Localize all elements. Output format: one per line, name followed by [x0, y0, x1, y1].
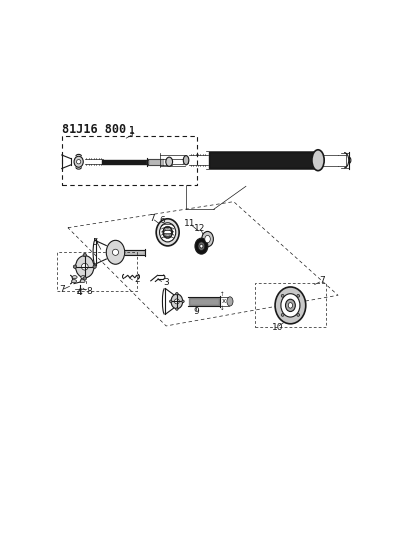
Ellipse shape — [281, 294, 284, 297]
Text: 1: 1 — [129, 126, 135, 135]
Ellipse shape — [112, 249, 118, 255]
Ellipse shape — [80, 280, 85, 282]
Text: 4: 4 — [76, 288, 82, 297]
Ellipse shape — [81, 276, 86, 279]
Ellipse shape — [72, 276, 77, 279]
Ellipse shape — [82, 263, 88, 270]
Ellipse shape — [200, 244, 203, 248]
Text: 4: 4 — [76, 288, 82, 297]
Ellipse shape — [286, 299, 295, 311]
Ellipse shape — [205, 236, 210, 243]
Text: 12: 12 — [194, 224, 206, 233]
Ellipse shape — [288, 303, 293, 308]
Ellipse shape — [83, 253, 86, 257]
Ellipse shape — [176, 308, 178, 310]
Text: 11: 11 — [184, 219, 196, 228]
Ellipse shape — [169, 300, 172, 303]
Text: 8: 8 — [86, 287, 92, 296]
Ellipse shape — [106, 240, 125, 264]
Ellipse shape — [297, 294, 300, 297]
Ellipse shape — [76, 256, 94, 278]
Ellipse shape — [93, 265, 96, 269]
Ellipse shape — [74, 156, 83, 167]
Text: 7: 7 — [149, 214, 155, 223]
Ellipse shape — [73, 265, 77, 269]
Ellipse shape — [202, 231, 213, 247]
Text: 7: 7 — [59, 285, 65, 294]
Text: x: x — [222, 298, 226, 304]
Ellipse shape — [174, 299, 179, 304]
Ellipse shape — [183, 156, 189, 165]
Ellipse shape — [160, 223, 176, 242]
Ellipse shape — [163, 227, 172, 238]
Ellipse shape — [166, 157, 173, 166]
Ellipse shape — [195, 238, 208, 254]
Ellipse shape — [275, 287, 306, 324]
Text: ↑: ↑ — [220, 292, 224, 297]
Text: 81J16 800: 81J16 800 — [62, 123, 126, 136]
Ellipse shape — [76, 159, 81, 164]
Ellipse shape — [156, 219, 179, 246]
Ellipse shape — [281, 313, 284, 316]
Text: 7: 7 — [319, 276, 325, 285]
Ellipse shape — [227, 297, 233, 306]
Ellipse shape — [176, 293, 178, 295]
Text: 1: 1 — [129, 126, 135, 136]
Ellipse shape — [83, 277, 86, 280]
Text: ↓: ↓ — [220, 305, 224, 311]
Text: 5: 5 — [92, 238, 98, 247]
Text: 3: 3 — [163, 278, 169, 287]
Text: 9: 9 — [193, 306, 199, 316]
Ellipse shape — [198, 242, 205, 251]
Text: 2: 2 — [134, 276, 140, 285]
Ellipse shape — [72, 280, 76, 282]
Ellipse shape — [312, 150, 324, 171]
Ellipse shape — [171, 294, 183, 309]
Text: 6: 6 — [160, 216, 165, 225]
Ellipse shape — [281, 294, 300, 317]
Ellipse shape — [182, 300, 184, 303]
Ellipse shape — [297, 313, 300, 316]
Text: 10: 10 — [272, 323, 284, 332]
